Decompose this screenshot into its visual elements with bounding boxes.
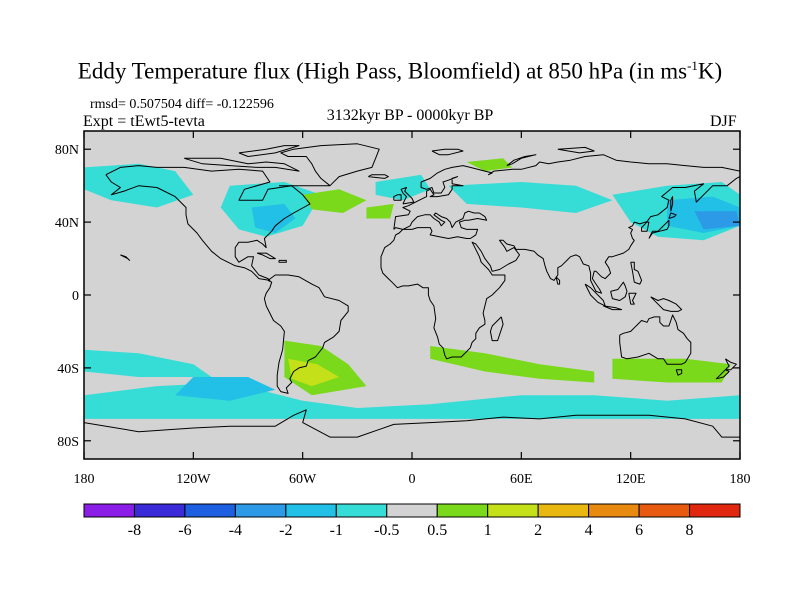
- coastline: [431, 148, 464, 156]
- colorbar-swatch: [83, 503, 135, 518]
- coastline: [603, 305, 623, 311]
- lon-tick-label: 60E: [510, 472, 533, 487]
- coastline: [619, 314, 692, 365]
- coastline: [184, 157, 300, 172]
- anomaly-region-c-2: [251, 203, 296, 233]
- anomaly-region-c1: [612, 358, 731, 383]
- colorbar-swatch: [487, 503, 539, 518]
- colorbar-swatch: [285, 503, 337, 518]
- lat-tick-label: 80N: [55, 143, 79, 158]
- colorbar-label: -6: [178, 522, 191, 539]
- anomaly-region-c1: [430, 346, 595, 383]
- anomaly-region-c1: [366, 203, 394, 219]
- coastline: [650, 296, 683, 312]
- coastline-layer: [84, 143, 740, 438]
- coastline: [380, 154, 740, 360]
- colorbar-swatch: [638, 503, 691, 518]
- coastline: [489, 316, 504, 342]
- anomaly-region-c-1: [84, 349, 212, 377]
- colorbar-swatch: [436, 503, 489, 518]
- lat-tick-label: 0: [72, 289, 79, 304]
- coastline: [555, 276, 561, 285]
- colorbar-label: 1: [484, 522, 492, 539]
- lon-tick-label: 180: [730, 472, 751, 487]
- colorbar-label: 8: [686, 522, 694, 539]
- anomaly-region-c-2: [175, 377, 276, 401]
- colorbar-swatch: [335, 503, 388, 518]
- lon-tick-label: 0: [409, 472, 416, 487]
- coastline: [400, 187, 415, 205]
- coastline: [256, 252, 276, 260]
- anomaly-region-c1: [302, 189, 367, 213]
- map-title-unit: K): [697, 58, 723, 84]
- coastline: [120, 254, 131, 261]
- coastline: [506, 154, 537, 167]
- colorbar: -8 -6 -4 -2 -1 -0.5 0.5 1 2 4 6 8: [83, 503, 741, 539]
- lon-tick-label: 120E: [616, 472, 646, 487]
- colorbar-swatch: [133, 503, 186, 518]
- colorbar-swatch: [537, 503, 590, 518]
- coastline: [238, 145, 300, 157]
- coastline: [263, 274, 349, 394]
- coastline: [105, 165, 311, 281]
- map-title-exponent: -1: [687, 58, 698, 73]
- anomaly-region-c2: [288, 358, 340, 387]
- experiment-label: Expt = tEwt5-tevta: [83, 113, 205, 130]
- anomaly-region-c-4: [694, 211, 740, 230]
- lat-tick-label: 40N: [55, 216, 79, 231]
- coastline: [668, 212, 677, 219]
- colorbar-label: -2: [279, 522, 292, 539]
- colorbar-label: -4: [229, 522, 242, 539]
- colorbar-label: -1: [330, 522, 343, 539]
- colorbar-swatch: [234, 503, 287, 518]
- anomaly-region-c-1: [375, 174, 431, 201]
- lon-tick-label: 60W: [289, 472, 317, 487]
- coastline: [557, 146, 595, 154]
- anomaly-region-c-1: [448, 182, 613, 213]
- colorbar-label: -0.5: [374, 522, 399, 539]
- coastline: [715, 369, 730, 380]
- colorbar-swatch: [386, 503, 438, 518]
- colorbar-swatch: [588, 503, 640, 518]
- colorbar-label: -8: [128, 522, 141, 539]
- axis-ticks: 80N 40N 0 40S 80S 180 120W 60W 0 60E 120E 180: [55, 131, 751, 487]
- lon-tick-label: 180: [74, 472, 95, 487]
- coastline: [84, 409, 740, 438]
- colorbar-label: 2: [534, 522, 542, 539]
- lat-tick-label: 80S: [57, 435, 79, 450]
- lat-tick-label: 40S: [57, 362, 79, 377]
- stats-label: rmsd= 0.507504 diff= -0.122596: [90, 97, 274, 112]
- coastline: [648, 219, 670, 239]
- coastline: [628, 292, 637, 305]
- coastline: [610, 281, 628, 301]
- period-label: 3132kyr BP - 0000kyr BP: [326, 107, 494, 124]
- season-label: DJF: [710, 113, 737, 130]
- map-title-text: Eddy Temperature flux (High Pass, Bloomf…: [77, 58, 688, 84]
- coastline: [393, 194, 402, 201]
- lon-tick-label: 120W: [176, 472, 211, 487]
- coastline: [630, 261, 643, 285]
- coastline: [278, 259, 287, 263]
- anomaly-region-c1: [466, 158, 513, 172]
- map-title: Eddy Temperature flux (High Pass, Bloomf…: [0, 58, 800, 85]
- coastline: [675, 369, 683, 376]
- anomaly-layer: [84, 158, 740, 419]
- colorbar-swatch: [689, 503, 741, 518]
- colorbar-swatch: [184, 503, 236, 518]
- coastline: [368, 174, 389, 179]
- colorbar-label: 6: [635, 522, 643, 539]
- colorbar-label: 4: [585, 522, 593, 539]
- colorbar-label: 0.5: [427, 522, 447, 539]
- coastline: [670, 196, 674, 212]
- coastline: [279, 143, 380, 187]
- coastline: [724, 358, 737, 371]
